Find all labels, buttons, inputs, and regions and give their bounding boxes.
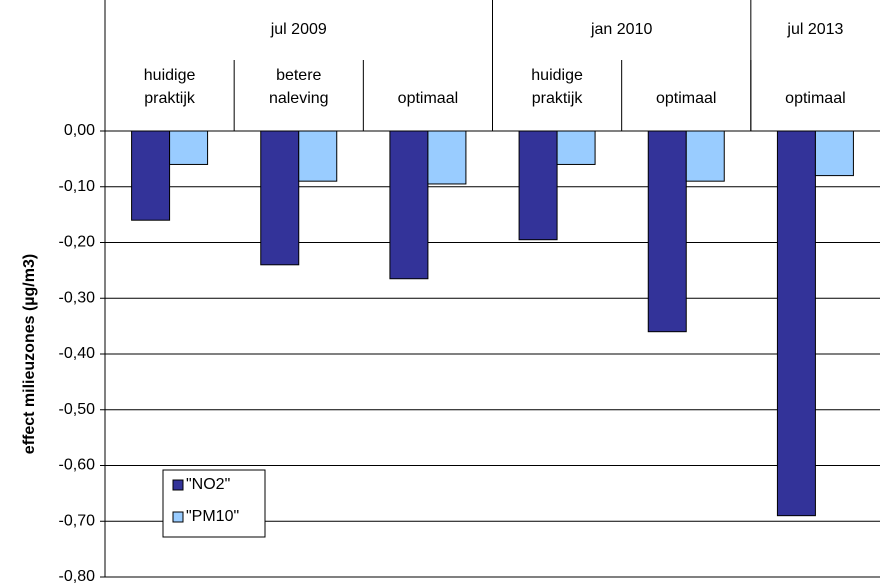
category-label-line: betere — [276, 67, 321, 84]
category-label: optimaal — [785, 90, 845, 107]
bar — [389, 130, 429, 280]
y-tick-label: 0,00 — [64, 122, 95, 139]
y-tick-label: -0,20 — [59, 234, 96, 251]
category-label-line: naleving — [269, 90, 329, 107]
group-label: jul 2009 — [270, 21, 327, 38]
y-tick-label: -0,30 — [59, 289, 96, 306]
bar — [131, 130, 171, 221]
y-tick-label: -0,80 — [59, 568, 96, 585]
legend-swatch — [172, 511, 184, 523]
category-label: optimaal — [398, 90, 458, 107]
bar — [556, 130, 596, 165]
category-label-line: huidige — [531, 67, 583, 84]
bar — [647, 130, 687, 333]
category-label: optimaal — [656, 90, 716, 107]
bar — [518, 130, 558, 241]
y-axis-label: effect milieuzones (µg/m3) — [21, 254, 38, 454]
y-tick-label: -0,50 — [59, 401, 96, 418]
category-label-line: optimaal — [785, 90, 845, 107]
legend-swatch — [172, 479, 184, 491]
bar — [298, 130, 338, 182]
y-tick-label: -0,40 — [59, 345, 96, 362]
category-label-line: praktijk — [532, 90, 584, 107]
category-label: huidige praktijk — [531, 67, 583, 107]
group-label: jul 2013 — [786, 21, 843, 38]
bar — [685, 130, 725, 182]
y-tick-label: -0,10 — [59, 178, 96, 195]
category-label: betere naleving — [269, 67, 329, 107]
bar — [814, 130, 854, 177]
bar — [260, 130, 300, 266]
category-label: huidige praktijk — [144, 67, 196, 107]
legend-label: "PM10" — [186, 508, 239, 525]
legend-label: "NO2" — [186, 476, 230, 493]
category-label-line: praktijk — [144, 90, 196, 107]
y-tick-label: -0,60 — [59, 457, 96, 474]
bar — [427, 130, 467, 185]
group-label: jan 2010 — [590, 21, 652, 38]
category-label-line: optimaal — [398, 90, 458, 107]
category-label-line: huidige — [144, 67, 196, 84]
y-tick-label: -0,70 — [59, 512, 96, 529]
category-label-line: optimaal — [656, 90, 716, 107]
bar — [776, 130, 816, 517]
bar — [169, 130, 209, 165]
